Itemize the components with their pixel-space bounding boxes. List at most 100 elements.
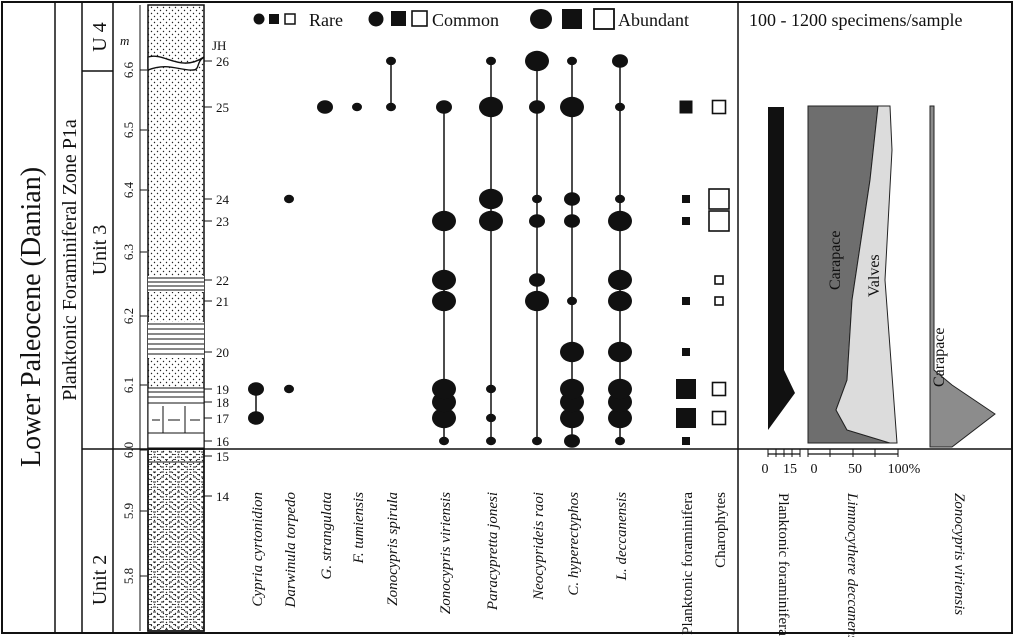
curve-label-limnocythere: Limnocythere deccanensis [844,492,860,637]
zonocypris-carapace-area [929,105,996,448]
occurrence-marker [560,96,584,118]
occurrence-marker [439,436,449,446]
specimens-label: 100 - 1200 specimens/sample [749,10,962,30]
taxon-label: L. deccanensis [614,492,630,581]
sample-label: 16 [216,434,230,449]
sample-label: 18 [216,395,229,410]
occurrence-marker [432,210,456,232]
occurrence-marker [432,407,456,429]
depth-tick-label: 6.6 [121,61,136,78]
taxon-label: Neocyprideis raoi [531,492,547,601]
charophyte-marker [708,210,730,232]
taxon-label: G. strangulata [319,492,335,580]
planktonic-axis-15: 15 [783,462,797,477]
sample-label: 24 [216,192,230,207]
foraminifera-marker [682,297,690,305]
lithologic-column [147,4,205,632]
occurrence-marker [532,194,542,204]
legend-abundant-square [562,9,582,29]
carapace-label-2: Carapace [931,327,948,387]
legend-rare-square [269,14,279,24]
carapace-label-1: Carapace [827,230,844,290]
occurrence-marker [615,102,625,112]
taxon-labels: Cypria cyrtonidion Darwinula torpedo G. st… [250,492,729,635]
occurrence-marker [567,296,577,306]
taxon-label: Paracypretta jonesi [485,492,501,611]
percent-curves: Carapace Valves Carapace [768,105,996,448]
legend-common-square [391,11,406,26]
sample-label: 22 [216,273,229,288]
sample-label: 17 [216,411,230,426]
epoch-title: Lower Paleocene (Danian) [16,167,47,467]
occurrence-marker [479,188,503,210]
taxon-label: Zonocypris viriensis [438,492,454,614]
valves-label: Valves [866,254,883,297]
depth-tick-label: 6.2 [121,308,136,324]
occurrence-marker [386,102,396,112]
charophyte-marker [711,99,727,115]
occurrence-marker [529,214,545,228]
unit3-label: Unit 3 [89,225,111,276]
limnocythere-valves-area [835,105,898,444]
occurrence-marker [486,384,496,394]
occurrence-marker [608,210,632,232]
occurrence-marker [608,378,632,400]
foraminifera-marker [682,217,690,225]
foraminifera-marker [679,100,693,114]
legend-abundant-hollow [593,8,615,30]
legend-common-label: Common [432,10,499,30]
depth-tick-label: 6.3 [121,244,136,260]
occurrence-marker [612,54,628,68]
foraminifera-marker [676,379,696,399]
occurrence-marker [608,269,632,291]
legend-abundant-circle [530,9,552,29]
percent-axes: 0 15 0 50 100% [762,449,921,477]
occurrence-marker [564,192,580,206]
occurrence-marker [432,378,456,400]
sample-label: 25 [216,100,229,115]
occurrence-marker [608,407,632,429]
charophyte-marker [708,188,730,210]
planktonic-foraminifera-curve [768,107,795,430]
occurrence-marker [479,96,503,118]
taxon-label: Zonocypris spirula [385,492,401,606]
occurrence-marker [479,210,503,232]
legend-abundant-label: Abundant [618,10,689,30]
legend-common-circle [368,11,384,27]
occurrence-marker [564,214,580,228]
legend-common-hollow [411,10,428,27]
unit2-label: Unit 2 [89,555,111,606]
occurrence-marker [608,341,632,363]
occurrence-marker [317,100,333,114]
depth-axis: 6.6 6.5 6.4 6.3 6.2 6.1 6.0 5.9 5.8 [121,5,147,631]
occurrence-marker [560,341,584,363]
charophyte-marker [711,381,727,397]
curve-label-planktonic: Planktonic foraminifera [775,493,791,636]
occurrence-marker [486,436,496,446]
occurrence-marker [486,413,496,423]
occurrence-marker [560,407,584,429]
occurrence-marker [486,56,496,66]
occurrence-marker [525,290,549,312]
taxon-label: C. hyperectyphos [566,492,582,596]
curve-label-zonocypris: Zonocypris viriensis [951,493,967,615]
legend-rare-hollow [284,13,296,25]
occurrence-marker [284,194,294,204]
limnocythere-axis-50: 50 [848,462,862,477]
sample-label: 23 [216,214,229,229]
occurrence-chart [248,50,730,448]
occurrence-marker [432,290,456,312]
meter-unit-label: m [120,33,129,48]
charophyte-marker [711,410,727,426]
legend: Rare Common Abundant [253,8,689,30]
occurrence-marker [560,378,584,400]
occurrence-marker [532,436,542,446]
occurrence-marker [567,56,577,66]
depth-tick-label: 6.1 [121,377,136,393]
charophyte-marker [714,275,724,285]
occurrence-marker [564,434,580,448]
occurrence-marker [525,50,549,72]
unit4-label: U 4 [89,22,111,51]
taxon-label: Cypria cyrtonidion [250,492,266,607]
